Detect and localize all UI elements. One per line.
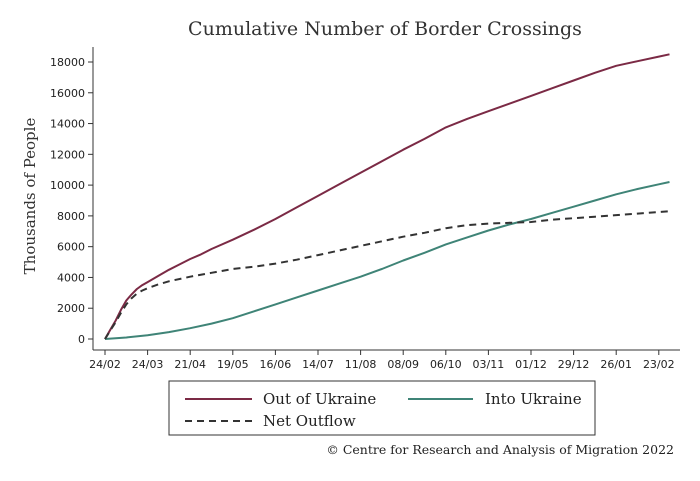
series-line-into-ukraine bbox=[104, 181, 670, 340]
x-tick-label: 29/12 bbox=[558, 358, 590, 371]
y-tick-label: 18000 bbox=[50, 56, 85, 69]
axes: 0 2000 4000 6000 8000 10000 12000 14000 16000 180… bbox=[50, 47, 680, 371]
legend-label-into-ukraine: Into Ukraine bbox=[485, 390, 582, 408]
legend-box bbox=[168, 380, 596, 436]
x-tick-label: 21/04 bbox=[174, 358, 206, 371]
series-line-out-of-ukraine bbox=[104, 53, 670, 340]
chart-title: Cumulative Number of Border Crossings bbox=[188, 18, 582, 40]
y-tick-label: 2000 bbox=[57, 302, 85, 315]
y-axis-label: Thousands of People bbox=[21, 118, 39, 275]
x-tick-label: 03/11 bbox=[473, 358, 505, 371]
series-layer bbox=[104, 53, 670, 340]
x-tick-label: 19/05 bbox=[217, 358, 249, 371]
legend-label-net-outflow: Net Outflow bbox=[263, 412, 356, 430]
y-tick-label: 16000 bbox=[50, 87, 85, 100]
legend: Out of Ukraine Into Ukraine Net Outflow bbox=[168, 380, 596, 436]
x-tick-label: 11/08 bbox=[345, 358, 377, 371]
x-tick-label: 14/07 bbox=[302, 358, 334, 371]
y-tick-label: 12000 bbox=[50, 148, 85, 161]
x-tick-label: 24/02 bbox=[89, 358, 121, 371]
series-line-net-outflow bbox=[104, 210, 670, 340]
x-tick-label: 23/02 bbox=[643, 358, 675, 371]
y-tick-label: 14000 bbox=[50, 118, 85, 131]
y-tick-label: 6000 bbox=[57, 241, 85, 254]
y-tick-label: 4000 bbox=[57, 271, 85, 284]
copyright-credit: © Centre for Research and Analysis of Mi… bbox=[326, 442, 674, 457]
y-tick-label: 10000 bbox=[50, 179, 85, 192]
x-tick-label: 24/03 bbox=[132, 358, 164, 371]
y-tick-label: 0 bbox=[78, 333, 85, 346]
x-tick-label: 06/10 bbox=[430, 358, 462, 371]
x-tick-label: 01/12 bbox=[515, 358, 547, 371]
x-tick-label: 26/01 bbox=[600, 358, 632, 371]
x-tick-label: 08/09 bbox=[387, 358, 419, 371]
legend-label-out-of-ukraine: Out of Ukraine bbox=[263, 390, 376, 408]
y-tick-label: 8000 bbox=[57, 210, 85, 223]
x-tick-label: 16/06 bbox=[260, 358, 292, 371]
